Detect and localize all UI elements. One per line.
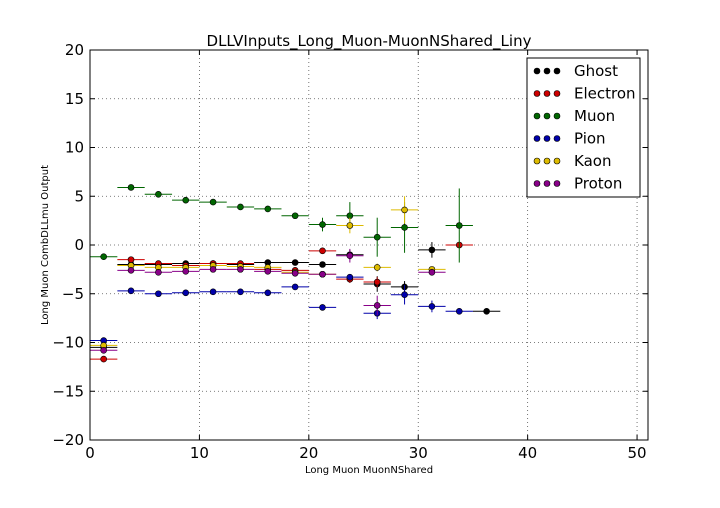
proton-point [127,267,135,274]
series-muon [90,184,473,263]
legend-marker-kaon [543,157,551,165]
y-tick-label: −20 [52,431,84,449]
pion-point [155,290,162,298]
legend-label-electron: Electron [574,85,636,103]
legend-marker-kaon [533,157,541,165]
legend-marker-proton [543,180,551,187]
muon-point [455,222,463,229]
ghost-point [428,246,436,254]
pion-point [428,303,436,310]
muon-point [100,253,107,261]
muon-point [237,203,244,211]
y-tick-label: 20 [65,41,84,59]
legend-marker-ghost [553,67,561,75]
proton-point [182,268,190,275]
proton-point [155,268,162,276]
ghost-point [319,261,326,268]
muon-point [373,233,381,241]
kaon-point [346,222,354,229]
chart-title: DLLVInputs_Long_Muon-MuonNShared_Liny [207,32,532,51]
legend-marker-pion [533,135,541,142]
proton-point [237,266,244,273]
x-tick-label: 40 [518,444,537,462]
electron-point [319,247,326,255]
series-pion [90,273,473,344]
pion-point [346,273,354,281]
legend-marker-electron [533,90,541,97]
legend-marker-proton [533,180,541,187]
series-layer [90,184,501,363]
legend-label-pion: Pion [574,130,606,148]
y-tick-label: −5 [62,285,84,303]
muon-point [182,196,190,204]
pion-point [127,287,135,295]
series-proton [90,248,446,354]
kaon-point [401,206,408,214]
proton-point [209,266,217,273]
kaon-point [373,264,381,271]
ghost-point [483,307,490,315]
x-tick-label: 20 [299,444,318,462]
legend-marker-ghost [533,67,541,75]
pion-point [182,289,190,297]
proton-point [319,270,326,278]
electron-point [100,355,107,363]
muon-point [319,221,326,228]
x-tick-label: 30 [409,444,428,462]
electron-point [127,256,135,263]
legend-marker-muon [553,112,561,120]
y-tick-label: −15 [52,382,84,400]
electron-point [373,278,381,286]
legend-marker-kaon [553,157,561,165]
muon-point [401,224,408,231]
legend-marker-proton [553,180,561,187]
pion-point [237,288,244,296]
y-axis-label: Long Muon CombDLLmu Output [40,165,51,325]
ticks: 0 10 20 30 40 50 −20 −15 −10 −5 0 5 10 15 20 [52,41,648,462]
legend-marker-pion [553,135,561,142]
pion-point [319,304,326,311]
proton-point [428,268,436,276]
muon-point [291,212,299,220]
legend-label-proton: Proton [574,175,622,193]
x-tick-label: 50 [628,444,647,462]
legend-marker-muon [543,112,551,120]
proton-point [346,252,354,260]
ghost-point [291,259,299,266]
proton-point [100,346,107,354]
pion-point [264,289,272,297]
x-tick-label: 10 [190,444,209,462]
legend: Ghost Electron Muon Pion Kaon Proton [526,57,641,198]
pion-point [401,291,408,299]
legend-marker-electron [543,90,551,97]
y-tick-label: 5 [74,187,84,205]
legend-marker-muon [533,112,541,120]
proton-point [373,302,381,309]
x-tick-label: 0 [85,444,95,462]
legend-marker-ghost [543,67,551,75]
legend-label-muon: Muon [574,107,615,125]
muon-point [209,198,217,206]
y-tick-label: 10 [65,139,84,157]
pion-point [291,283,299,291]
x-axis-label: Long Muon MuonNShared [305,465,433,476]
legend-marker-electron [553,90,561,97]
legend-box [526,57,641,198]
muon-point [264,205,272,213]
pion-point [455,307,463,315]
y-tick-label: 15 [65,90,84,108]
legend-label-kaon: Kaon [574,152,611,170]
pion-point [209,288,217,296]
muon-point [155,191,162,198]
muon-point [127,184,135,191]
y-tick-label: −10 [52,334,84,352]
legend-label-ghost: Ghost [574,62,618,80]
proton-point [264,268,272,275]
y-tick-label: 0 [74,236,84,254]
legend-marker-pion [543,135,551,142]
proton-point [291,269,299,277]
